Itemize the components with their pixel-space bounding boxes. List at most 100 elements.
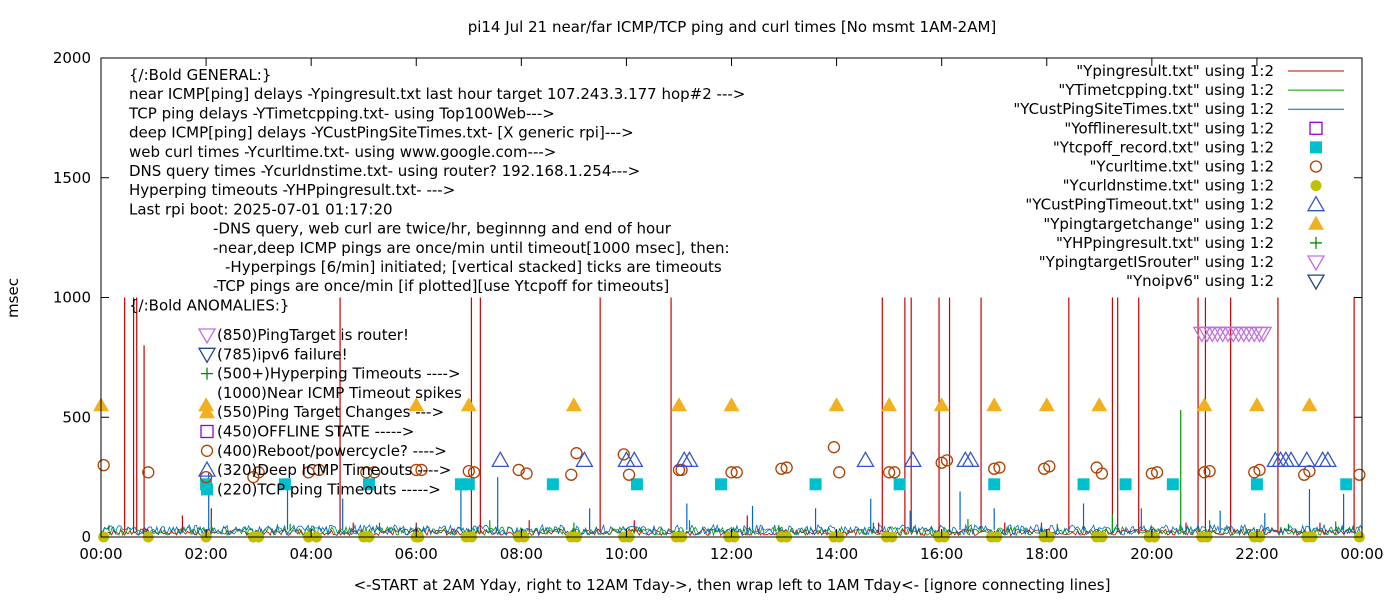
legend-marker-4 (1310, 141, 1322, 154)
series-4-point-36 (1095, 467, 1109, 480)
legend-marker-11 (1306, 274, 1326, 291)
series-7-point-9 (933, 397, 950, 412)
series-4-point-0 (97, 458, 110, 472)
anomaly-key-marker-6 (200, 444, 214, 457)
series-4-point-30 (940, 454, 954, 467)
series-9-point-9 (1239, 326, 1259, 343)
series-6-point-9 (961, 451, 980, 468)
annotation-line-0: {/:Bold GENERAL:} (129, 66, 271, 84)
anomaly-key-marker-4 (199, 404, 215, 419)
anomaly-key-label-8: (220)TCP ping Timeouts -----> (217, 480, 441, 498)
y-tick-label-3: 1500 (53, 169, 91, 187)
series-6-point-0 (491, 451, 510, 468)
series-4-point-10 (415, 463, 428, 477)
annotation-line-4: web curl times -Ycurltime.txt- using www… (129, 143, 556, 161)
series-4-point-39 (1198, 466, 1211, 479)
series-9-point-5 (1218, 326, 1238, 343)
series-4-point-32 (993, 461, 1006, 474)
x-tick-label-0: 00:00 (79, 545, 122, 563)
series-7-point-4 (565, 397, 582, 412)
annotation-line-9: -near,deep ICMP pings are once/min until… (213, 239, 730, 257)
series-4-point-2 (199, 470, 213, 484)
series-4-point-7 (360, 466, 373, 479)
series-9-point-12 (1254, 326, 1273, 343)
series-3-point-13 (1166, 478, 1179, 491)
anomaly-key-label-0: (850)PingTarget is router! (217, 326, 409, 344)
series-7-point-11 (1038, 397, 1055, 412)
anomaly-key-label-5: (450)OFFLINE STATE -----> (217, 423, 414, 441)
x-tick-label-6: 12:00 (710, 545, 753, 563)
series-6-point-3 (625, 451, 644, 468)
series-4-point-42 (1253, 463, 1266, 477)
anomaly-key-marker-2 (201, 367, 213, 380)
series-7-point-13 (1196, 397, 1213, 412)
series-6-point-7 (903, 451, 922, 468)
series-6-point-13 (1281, 451, 1301, 468)
series-7-point-14 (1248, 397, 1265, 412)
series-3-point-14 (1250, 478, 1263, 491)
series-9-point-0 (1192, 326, 1211, 343)
x-tick-label-11: 22:00 (1235, 545, 1278, 563)
series-3-point-2 (362, 478, 375, 491)
x-tick-label-9: 18:00 (1025, 545, 1068, 563)
annotation-line-8: -DNS query, web curl are twice/hr, begin… (213, 220, 672, 238)
anomaly-key-label-2: (500+)Hyperping Timeouts ----> (217, 365, 461, 383)
anomaly-key-label-6: (400)Reboot/powercycle? ----> (217, 442, 447, 460)
anomaly-key-marker-5 (200, 424, 214, 439)
series-6 (491, 451, 1337, 468)
legend-marker-6 (1310, 180, 1322, 192)
series-4-point-1 (142, 466, 155, 479)
anomaly-key-marker-1 (197, 347, 217, 364)
anomaly-key-label-1: (785)ipv6 failure! (217, 345, 348, 363)
series-3-point-8 (809, 478, 822, 491)
series-4-point-27 (882, 466, 896, 479)
legend-marker-5 (1309, 160, 1323, 173)
series-4-point-6 (312, 463, 326, 477)
series-7-point-6 (723, 397, 740, 412)
y-tick-label-1: 500 (62, 408, 91, 426)
series-9-point-3 (1208, 326, 1227, 343)
annotation-line-2: TCP ping delays -YTimetcpping.txt- using… (128, 104, 555, 122)
anomaly-key-label-3: (1000)Near ICMP Timeout spikes (217, 384, 462, 402)
series-4-point-16 (570, 447, 583, 460)
legend-label-8: "Ypingtargetchange" using 1:2 (1043, 215, 1274, 233)
series-3-point-11 (1077, 478, 1090, 491)
series-3-point-4 (462, 478, 475, 491)
annotation-layer: {/:Bold GENERAL:}near ICMP[ping] delays … (128, 66, 745, 498)
legend-label-1: "YTimetcpping.txt" using 1:2 (1058, 81, 1274, 99)
series-3-point-5 (546, 478, 559, 491)
series-6-point-12 (1276, 451, 1295, 468)
legend-label-5: "Ycurltime.txt" using 1:2 (1089, 158, 1274, 176)
series-3-point-10 (988, 478, 1001, 491)
series-layer (100, 297, 1363, 537)
series-4-point-20 (675, 463, 688, 477)
x-tick-label-12: 00:00 (1340, 545, 1383, 563)
series-4-point-14 (520, 467, 533, 480)
x-tick-label-4: 08:00 (500, 545, 543, 563)
x-tick-label-10: 20:00 (1130, 545, 1173, 563)
anomaly-key-marker-0 (197, 328, 217, 345)
x-tick-label-2: 04:00 (290, 545, 333, 563)
legend-label-0: "Ypingresult.txt" using 1:2 (1076, 62, 1274, 80)
series-3-point-9 (893, 478, 906, 491)
anomaly-key-marker-8 (201, 483, 213, 496)
annotation-line-11: -TCP pings are once/min [if plotted][use… (213, 277, 669, 295)
series-9-point-6 (1224, 326, 1243, 343)
series-7-point-3 (460, 397, 477, 412)
series-4-point-9 (410, 463, 423, 477)
annotation-line-1: near ICMP[ping] delays -Ypingresult.txt … (129, 85, 745, 103)
series-7-point-7 (828, 397, 845, 412)
legend-marker-8 (1308, 215, 1324, 230)
chart-title: pi14 Jul 21 near/far ICMP/TCP ping and c… (468, 18, 997, 36)
series-6-point-1 (575, 451, 594, 468)
series-4-point-18 (622, 468, 636, 481)
legend-marker-9 (1310, 236, 1322, 249)
series-9-point-1 (1197, 326, 1217, 343)
annotation-line-6: Hyperping timeouts -YHPpingresult.txt- -… (129, 181, 455, 199)
series-3-point-12 (1119, 478, 1132, 491)
anomaly-key-label-4: (550)Ping Target Changes ---> (217, 403, 444, 421)
series-9 (1192, 326, 1273, 343)
series-4-point-25 (827, 441, 841, 454)
series-4-point-17 (617, 448, 630, 461)
